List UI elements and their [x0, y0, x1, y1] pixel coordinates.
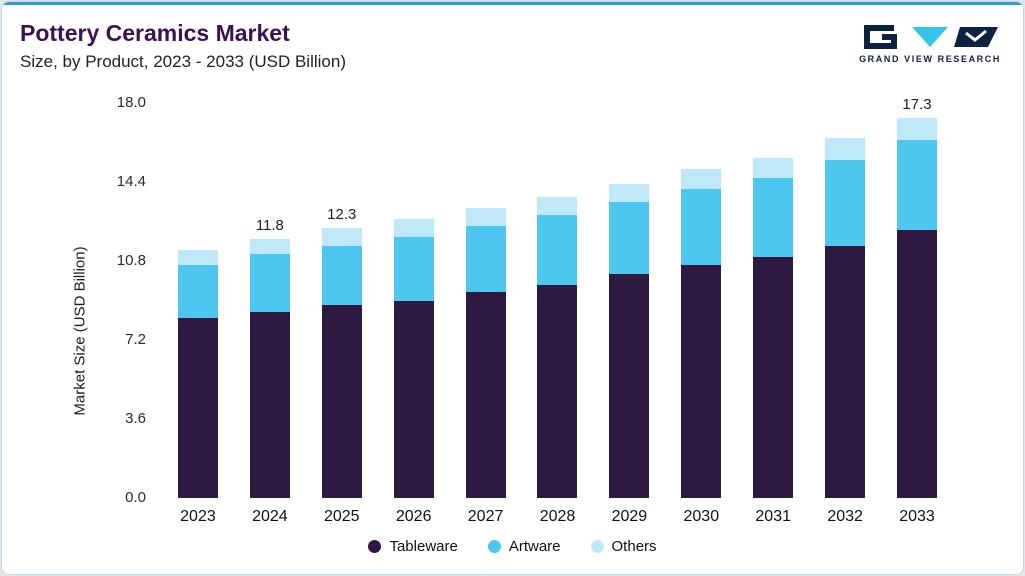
x-axis-label: 2024	[252, 508, 288, 525]
legend-label: Others	[611, 538, 657, 555]
bar-total-label: 11.8	[255, 217, 284, 235]
bar-segment-artware	[897, 140, 938, 231]
stacked-bar	[681, 168, 722, 498]
x-axis-label: 2023	[180, 508, 216, 525]
chart-region: Market Size (USD Billion) 0.0 3.6 7.2 10.8 1…	[2, 94, 1023, 526]
stacked-bar	[465, 208, 506, 498]
legend-item-tableware: Tableware	[368, 538, 458, 555]
bar-segment-artware	[393, 236, 434, 301]
bar-segment-artware	[177, 265, 218, 319]
legend-dot-icon	[487, 540, 501, 553]
stacked-bar	[609, 184, 650, 498]
bar-segment-tableware	[753, 256, 794, 498]
stacked-bar	[393, 219, 434, 498]
y-tick-label: 3.6	[125, 410, 146, 427]
bar-group	[737, 103, 809, 498]
bar-segment-others	[753, 157, 794, 178]
bar-segment-tableware	[321, 304, 362, 498]
plot-area: 11.8 12.3 17.3	[162, 96, 953, 498]
top-accent-line	[2, 2, 1023, 5]
y-axis-ticks: 0.0 3.6 7.2 10.8 14.4 18.0	[84, 94, 146, 506]
y-tick-label: 0.0	[125, 489, 146, 506]
bar-segment-others	[465, 208, 506, 226]
bar-group	[378, 103, 450, 498]
stacked-bar	[825, 138, 866, 498]
bar-segment-tableware	[249, 311, 290, 498]
legend: Tableware Artware Others	[2, 538, 1023, 555]
x-axis-label: 2025	[323, 508, 360, 525]
stacked-bar	[537, 197, 578, 498]
bar-segment-others	[393, 219, 434, 237]
gvr-logo-icon	[864, 25, 999, 49]
y-tick-label: 7.2	[125, 331, 146, 348]
bar-segment-artware	[465, 225, 506, 292]
bar-segment-others	[825, 138, 866, 161]
bar-segment-tableware	[465, 291, 506, 498]
legend-label: Tableware	[389, 538, 458, 555]
stacked-bar	[897, 118, 938, 498]
legend-item-artware: Artware	[487, 538, 561, 555]
logo-text: GRAND VIEW RESEARCH	[859, 54, 1001, 64]
x-axis-label: 2031	[755, 508, 791, 525]
stacked-bar	[753, 157, 794, 498]
title-block: Pottery Ceramics Market Size, by Product…	[20, 19, 346, 73]
plot-container: 0.0 3.6 7.2 10.8 14.4 18.0 11.8 12.3 17.3	[117, 94, 953, 506]
bar-segment-others	[321, 228, 362, 246]
legend-dot-icon	[368, 540, 382, 553]
y-tick-label: 18.0	[116, 94, 146, 111]
x-axis-label: 2030	[683, 508, 720, 525]
page-subtitle: Size, by Product, 2023 - 2033 (USD Billi…	[20, 52, 346, 71]
bar-segment-others	[537, 197, 578, 215]
stacked-bar	[321, 228, 362, 498]
bar-group	[665, 103, 737, 498]
bar-segment-artware	[321, 245, 362, 305]
grand-view-research-logo: GRAND VIEW RESEARCH	[859, 23, 1001, 64]
bar-group	[809, 103, 881, 498]
bar-segment-tableware	[825, 245, 866, 498]
bar-segment-tableware	[393, 300, 434, 498]
bar-group: 17.3	[881, 96, 953, 498]
bar-segment-tableware	[897, 230, 938, 498]
x-axis-label: 2027	[467, 508, 504, 525]
bar-segment-artware	[537, 214, 578, 286]
page-title: Pottery Ceramics Market	[20, 20, 290, 46]
bar-segment-artware	[825, 160, 866, 246]
bar-segment-artware	[609, 201, 650, 275]
x-axis-label: 2028	[539, 508, 576, 525]
y-tick-label: 14.4	[116, 173, 146, 190]
header: Pottery Ceramics Market Size, by Product…	[2, 5, 1023, 73]
bar-segment-tableware	[537, 285, 578, 498]
bar-total-label: 17.3	[902, 96, 932, 114]
bar-segment-tableware	[681, 265, 722, 498]
y-tick-label: 10.8	[116, 252, 146, 269]
bar-group	[522, 103, 594, 498]
x-axis-label: 2032	[827, 508, 863, 525]
legend-label: Artware	[508, 538, 561, 555]
bar-segment-artware	[753, 177, 794, 257]
bar-segment-artware	[249, 254, 290, 312]
stacked-bar	[249, 239, 290, 498]
legend-dot-icon	[590, 540, 604, 553]
bar-group: 12.3	[306, 103, 378, 498]
bar-group	[593, 103, 665, 498]
bar-group	[162, 103, 234, 498]
x-axis-label: 2029	[611, 508, 648, 525]
bar-segment-others	[177, 250, 218, 266]
x-axis-labels: 2023 2024 2025 2026 2027 2028 2029 2030 2031 2032…	[162, 508, 953, 526]
legend-item-others: Others	[590, 538, 657, 555]
bar-segment-others	[897, 118, 938, 141]
bar-group	[450, 103, 522, 498]
bar-segment-tableware	[177, 318, 218, 498]
bar-segment-tableware	[609, 274, 650, 498]
bar-total-label: 12.3	[327, 206, 357, 224]
bar-group: 11.8	[234, 103, 306, 498]
bar-segment-others	[609, 184, 650, 202]
bar-segment-others	[249, 239, 290, 255]
bar-segment-artware	[681, 188, 722, 266]
bar-segment-others	[681, 168, 722, 189]
stacked-bar	[177, 250, 218, 498]
x-axis-label: 2026	[395, 508, 432, 525]
x-axis-label: 2033	[899, 508, 935, 525]
